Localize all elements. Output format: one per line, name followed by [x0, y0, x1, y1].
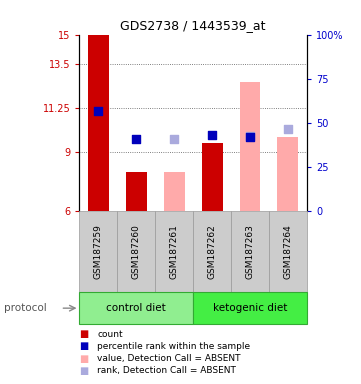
Point: [247, 132, 253, 139]
Text: value, Detection Call = ABSENT: value, Detection Call = ABSENT: [97, 354, 241, 363]
Bar: [231, 211, 269, 292]
Bar: [193, 292, 307, 324]
Bar: [164, 172, 184, 211]
Text: GSM187262: GSM187262: [208, 224, 217, 279]
Bar: [126, 172, 147, 211]
Point: [95, 108, 101, 114]
Bar: [278, 137, 298, 211]
Bar: [202, 142, 222, 211]
Bar: [193, 211, 231, 292]
Text: ■: ■: [79, 366, 89, 376]
Point: [209, 132, 215, 138]
Bar: [79, 211, 117, 292]
Text: ketogenic diet: ketogenic diet: [213, 303, 287, 313]
Text: GSM187260: GSM187260: [132, 224, 141, 279]
Text: protocol: protocol: [4, 303, 46, 313]
Text: GSM187263: GSM187263: [245, 224, 255, 279]
Title: GDS2738 / 1443539_at: GDS2738 / 1443539_at: [120, 19, 266, 32]
Text: GSM187259: GSM187259: [94, 224, 103, 279]
Bar: [269, 211, 307, 292]
Bar: [117, 211, 155, 292]
Bar: [79, 292, 193, 324]
Point: [133, 136, 139, 142]
Bar: [88, 35, 109, 211]
Text: control diet: control diet: [106, 303, 166, 313]
Text: ■: ■: [79, 329, 89, 339]
Text: rank, Detection Call = ABSENT: rank, Detection Call = ABSENT: [97, 366, 236, 376]
Bar: [240, 82, 260, 211]
Text: ■: ■: [79, 341, 89, 351]
Text: percentile rank within the sample: percentile rank within the sample: [97, 342, 251, 351]
Text: ■: ■: [79, 354, 89, 364]
Text: GSM187261: GSM187261: [170, 224, 179, 279]
Point: [171, 136, 177, 142]
Text: count: count: [97, 329, 123, 339]
Text: GSM187264: GSM187264: [283, 224, 292, 279]
Bar: [155, 211, 193, 292]
Point: [285, 126, 291, 132]
Point: [247, 134, 253, 140]
